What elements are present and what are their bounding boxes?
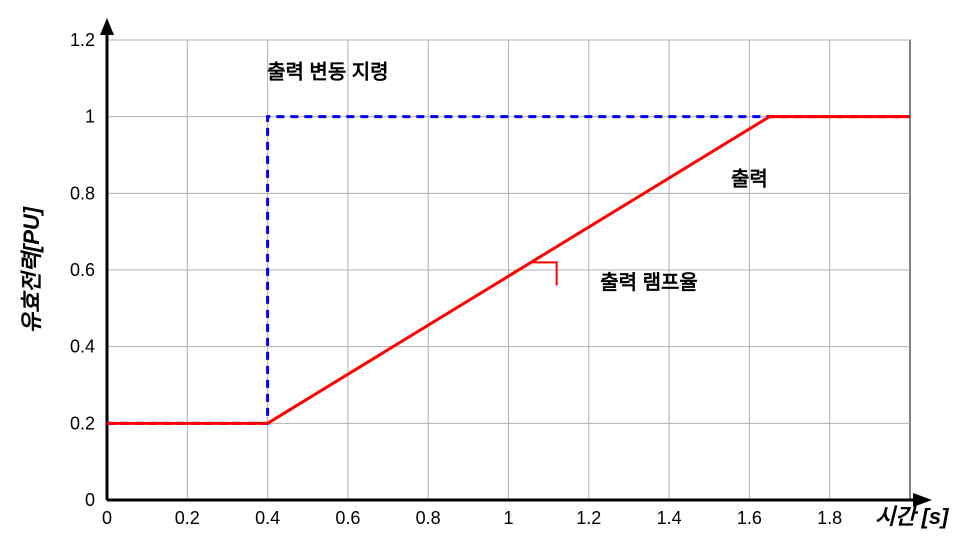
chart-container: 0 0.2 0.4 0.6 0.8 1 1.2 1.4 1.6 1.8 0 0.2 0.4 0.6 0.8 1… <box>0 0 953 538</box>
x-tick-label: 0.2 <box>175 508 200 528</box>
annotation: 출력 <box>731 168 768 191</box>
y-tick-label: 1 <box>85 107 95 127</box>
x-tick-label: 0.6 <box>335 508 360 528</box>
ramp-marker <box>533 262 557 285</box>
annotation: 출력 변동 지령 <box>267 60 389 83</box>
x-tick-label: 0.4 <box>255 508 280 528</box>
y-arrow <box>100 18 114 35</box>
x-axis-label: 시간 [s] <box>875 504 949 529</box>
y-tick-label: 0.4 <box>70 337 95 357</box>
x-tick-label: 1 <box>503 508 513 528</box>
y-tick-label: 0.2 <box>70 413 95 433</box>
chart-svg: 0 0.2 0.4 0.6 0.8 1 1.2 1.4 1.6 1.8 0 0.2 0.4 0.6 0.8 1… <box>0 0 953 538</box>
x-tick-label: 0 <box>102 508 112 528</box>
y-tick-label: 0 <box>85 490 95 510</box>
x-tick-label: 1.4 <box>657 508 682 528</box>
x-tick-label: 1.6 <box>737 508 762 528</box>
y-axis-label: 유효전력[PU] <box>19 206 44 333</box>
y-tick-label: 1.2 <box>70 30 95 50</box>
annotation: 출력 램프율 <box>600 271 698 294</box>
y-tick-label: 0.8 <box>70 183 95 203</box>
x-tick-label: 0.8 <box>416 508 441 528</box>
x-tick-label: 1.8 <box>817 508 842 528</box>
x-tick-label: 1.2 <box>576 508 601 528</box>
y-tick-label: 0.6 <box>70 260 95 280</box>
